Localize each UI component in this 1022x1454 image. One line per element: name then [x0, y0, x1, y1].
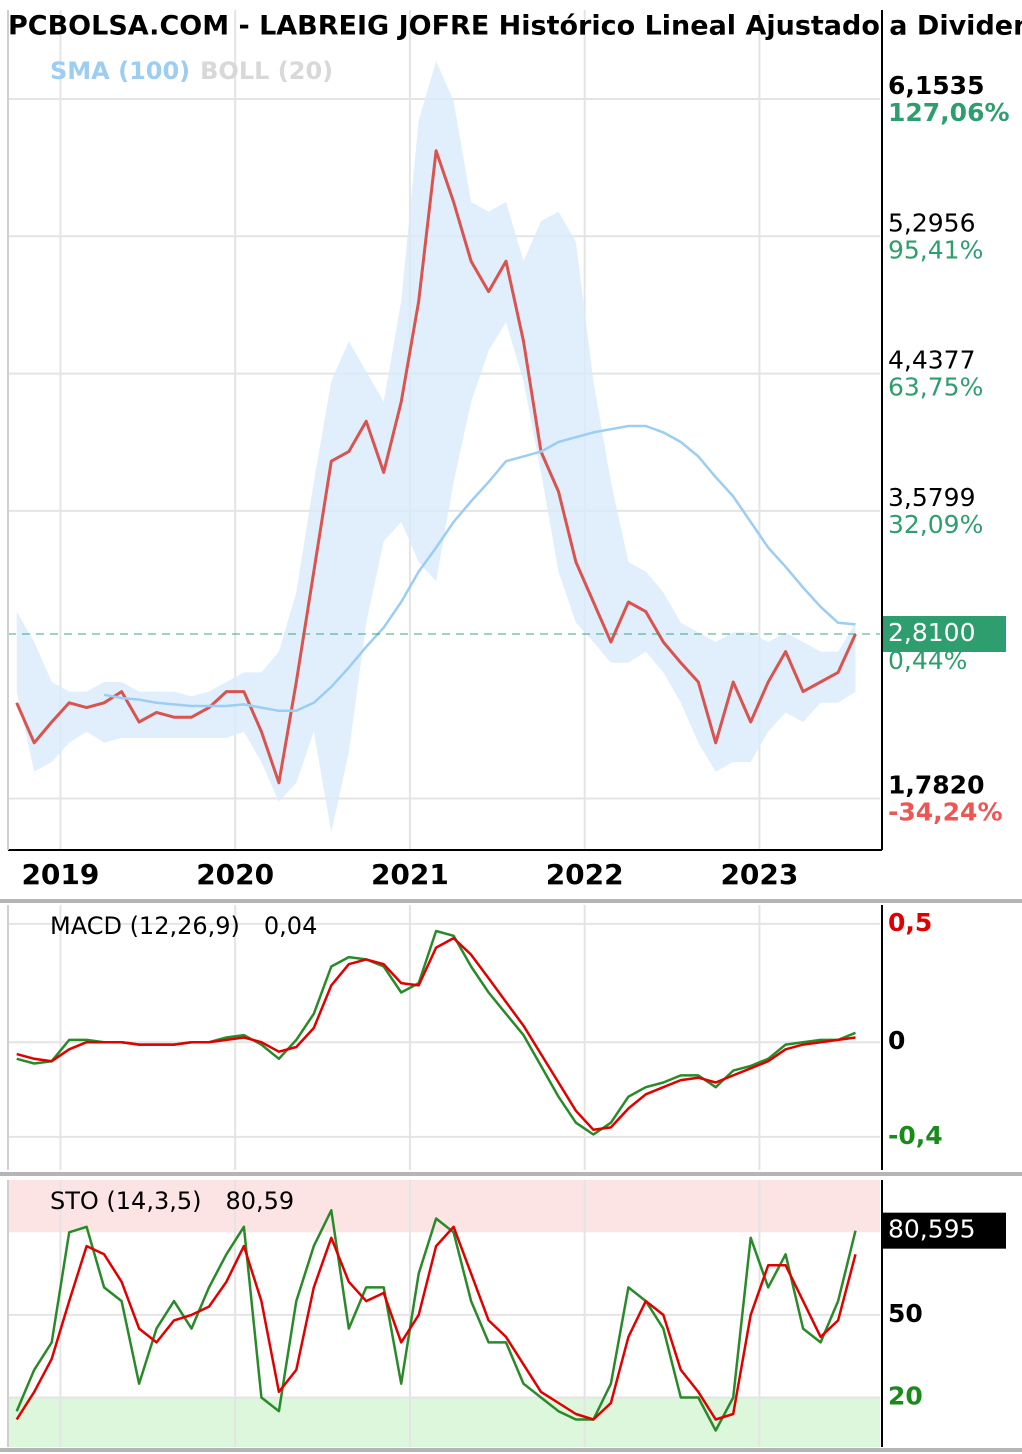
series-line: [15, 149, 857, 785]
oversold-zone: [8, 1397, 880, 1447]
y-tick-label: 50: [888, 1299, 923, 1328]
last-value-box: [882, 1212, 1006, 1249]
last-value-label: 80,595: [888, 1215, 975, 1244]
chart-title: PCBOLSA.COM - LABREIG JOFRE Histórico Li…: [8, 11, 1022, 42]
x-tick-label: 2021: [371, 858, 449, 891]
legend-entry: SMA (100): [50, 57, 190, 85]
last-value-label: 2,8100: [888, 618, 975, 647]
y-tick-label: 4,4377: [888, 346, 975, 375]
y-tick-label: 6,1535: [888, 71, 984, 100]
indicator-value: 80,59: [225, 1187, 294, 1215]
y-tick-label: 5,2956: [888, 208, 975, 237]
series-line: [15, 1225, 857, 1421]
percent-label: 127,06%: [888, 98, 1010, 127]
y-tick-label: -0,4: [888, 1121, 943, 1150]
last-percent-label: 0,44%: [888, 646, 967, 675]
y-tick-label: 0: [888, 1026, 905, 1055]
indicator-value: 0,04: [264, 912, 317, 940]
y-tick-label: 3,5799: [888, 483, 975, 512]
x-tick-label: 2022: [546, 858, 624, 891]
x-tick-label: 2023: [720, 858, 798, 891]
last-value-box: [882, 616, 1006, 652]
percent-label: 63,75%: [888, 373, 983, 402]
x-tick-label: 2020: [196, 858, 274, 891]
legend-entry: BOLL (20): [200, 57, 333, 85]
indicator-title: STO (14,3,5): [50, 1187, 201, 1215]
series-line: [16, 936, 856, 1132]
percent-label: -34,24%: [888, 797, 1003, 826]
x-tick-label: 2019: [21, 858, 99, 891]
series-line: [15, 1209, 857, 1432]
indicator-title: MACD (12,26,9): [50, 912, 240, 940]
y-tick-label: 0,5: [888, 908, 932, 937]
percent-label: 32,09%: [888, 510, 983, 539]
y-tick-label: 1,7820: [888, 770, 984, 799]
series-line: [103, 424, 856, 713]
y-tick-label: 20: [888, 1381, 923, 1410]
percent-label: 95,41%: [888, 235, 983, 264]
bollinger-band: [16, 61, 856, 833]
